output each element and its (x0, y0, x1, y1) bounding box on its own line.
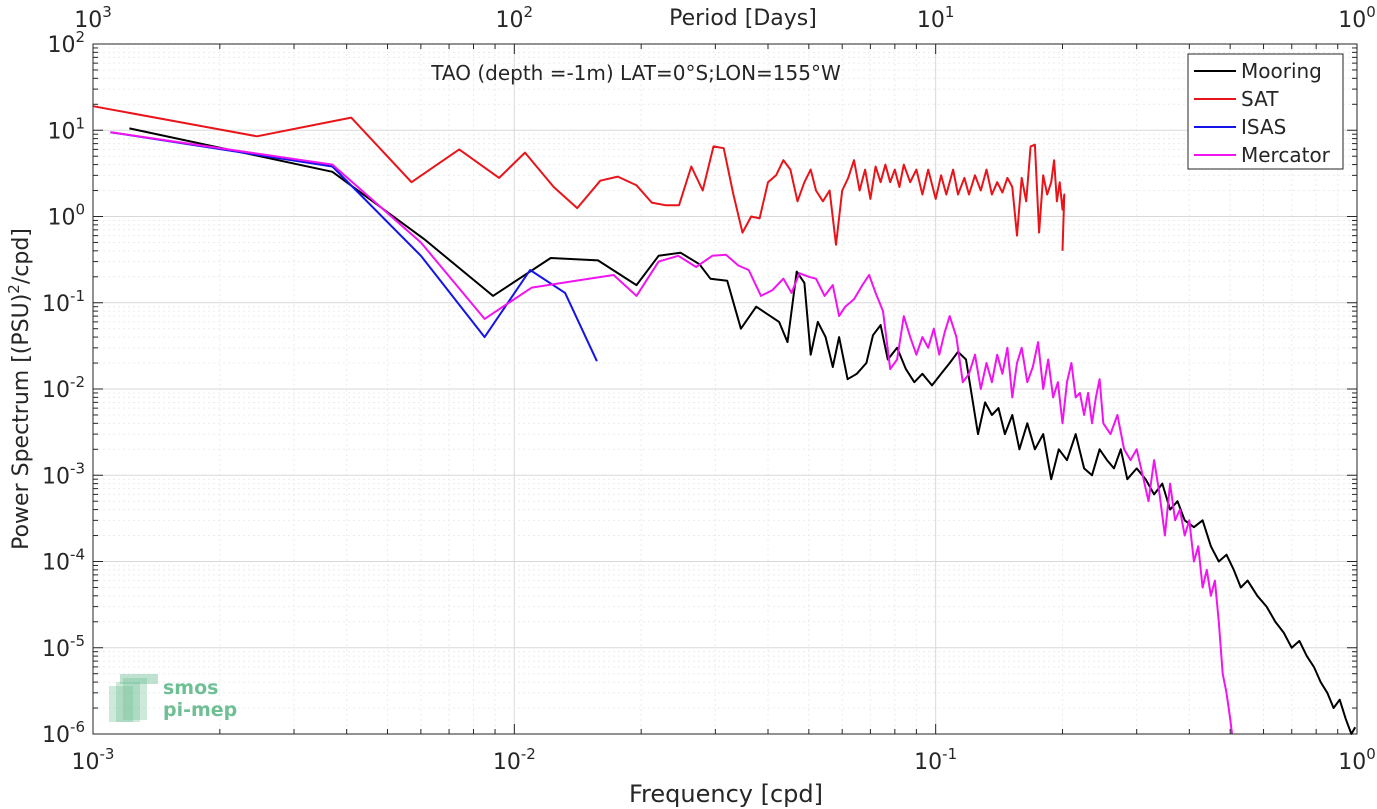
legend-label-mooring: Mooring (1241, 59, 1322, 83)
series-line-sat (92, 105, 1066, 251)
smos-pi-mep-logo: smos pi-mep (109, 674, 237, 722)
legend-box (1187, 53, 1344, 170)
tick-exponent: -2 (521, 745, 536, 763)
y-tick-label: 100 (47, 201, 85, 231)
x-axis-label: Frequency [cpd] (629, 780, 823, 808)
tick-base: 10 (917, 8, 945, 33)
tick-base: 10 (47, 206, 75, 231)
y-tick-label: 10-2 (42, 373, 85, 403)
x-tick-label: 100 (1338, 745, 1376, 775)
axes: 10-3 10-2 10-1 10010-610-510-410-310-210-11… (42, 3, 1376, 775)
series-layer (92, 105, 1357, 735)
y-tick-label: 101 (47, 114, 85, 144)
tick-exponent: -1 (70, 287, 85, 305)
series-line-mooring (129, 127, 1357, 735)
tick-exponent: -5 (70, 632, 85, 650)
legend-label-isas: ISAS (1241, 115, 1286, 139)
tick-exponent: 0 (75, 201, 85, 219)
series-line-mercator (110, 131, 1233, 735)
tick-base: 10 (42, 637, 70, 662)
x-tick-label: 10-3 (72, 745, 115, 775)
y-axis-label: Power Spectrum [(PSU)2/cpd] (5, 228, 34, 550)
tick-base: 10 (1338, 8, 1366, 33)
top-tick-label: 100 (1338, 3, 1376, 33)
y-tick-label: 10-4 (42, 546, 85, 576)
logo-line2: pi-mep (163, 699, 237, 721)
tick-exponent: 0 (1366, 3, 1376, 21)
tick-base: 10 (42, 292, 70, 317)
legend-label-sat: SAT (1241, 87, 1279, 111)
tick-base: 10 (496, 8, 524, 33)
top-axis-label: Period [Days] (669, 6, 817, 31)
tick-base: 10 (1338, 750, 1366, 775)
legend-label-mercator: Mercator (1241, 143, 1331, 167)
tick-base: 10 (42, 551, 70, 576)
tick-exponent: 1 (945, 3, 955, 21)
y-tick-label: 10-5 (42, 632, 85, 662)
x-tick-label: 10-2 (493, 745, 536, 775)
tick-exponent: -2 (70, 373, 85, 391)
tick-exponent: -3 (100, 745, 115, 763)
tick-base: 10 (74, 8, 102, 33)
series-line-isas (110, 131, 598, 362)
top-tick-label: 103 (74, 3, 112, 33)
y-tick-label: 10-6 (42, 718, 85, 748)
chart-title: TAO (depth =-1m) LAT=0°S;LON=155°W (430, 61, 841, 85)
tick-exponent: 0 (1366, 745, 1376, 763)
tick-base: 10 (42, 464, 70, 489)
y-tick-label: 102 (47, 28, 85, 58)
tick-exponent: 2 (75, 28, 85, 46)
tick-exponent: -1 (942, 745, 957, 763)
tick-exponent: -6 (70, 718, 85, 736)
tick-base: 10 (42, 723, 70, 748)
tick-base: 10 (47, 119, 75, 144)
tick-base: 10 (72, 750, 100, 775)
tick-base: 10 (914, 750, 942, 775)
tick-base: 10 (42, 378, 70, 403)
tick-exponent: 2 (524, 3, 534, 21)
x-tick-label: 10-1 (914, 745, 957, 775)
tick-exponent: -3 (70, 459, 85, 477)
tick-exponent: 3 (102, 3, 112, 21)
top-tick-label: 101 (917, 3, 955, 33)
y-tick-label: 10-1 (42, 287, 85, 317)
tick-base: 10 (493, 750, 521, 775)
tick-exponent: 1 (75, 114, 85, 132)
tick-exponent: -4 (70, 546, 85, 564)
tick-base: 10 (47, 33, 75, 58)
logo-line1: smos (163, 677, 218, 699)
grid (92, 44, 1357, 735)
legend: Mooring SAT ISAS Mercator (1187, 53, 1344, 170)
y-tick-label: 10-3 (42, 459, 85, 489)
top-tick-label: 102 (496, 3, 534, 33)
